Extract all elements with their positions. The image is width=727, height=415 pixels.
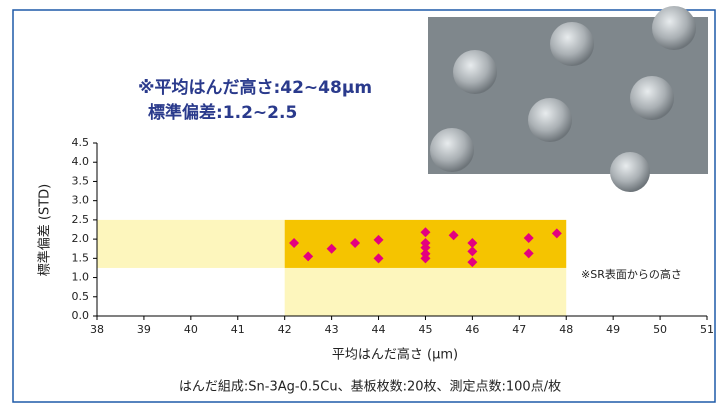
x-tick-label: 38 — [90, 323, 104, 336]
y-tick-label: 2.0 — [72, 232, 90, 245]
x-tick-label: 51 — [700, 323, 714, 336]
y-tick-label: 3.0 — [72, 194, 90, 207]
y-tick-label: 3.5 — [72, 174, 90, 187]
x-tick-label: 47 — [512, 323, 526, 336]
y-axis-label: 標準偏差 (STD) — [37, 184, 53, 276]
x-tick-label: 50 — [653, 323, 667, 336]
x-tick-label: 41 — [231, 323, 245, 336]
x-tick-label: 49 — [606, 323, 620, 336]
range-region — [97, 220, 285, 268]
y-tick-label: 1.0 — [72, 271, 90, 284]
annotation: 標準偏差:1.2~2.5 — [148, 102, 297, 123]
x-tick-label: 40 — [184, 323, 198, 336]
x-tick-label: 44 — [372, 323, 386, 336]
annotation: ※SR表面からの高さ — [581, 267, 682, 281]
photo — [428, 6, 708, 192]
x-tick-label: 43 — [325, 323, 339, 336]
caption: はんだ組成:Sn-3Ag-0.5Cu、基板枚数:20枚、測定点数:100点/枚 — [179, 380, 561, 395]
range-region — [285, 268, 567, 316]
y-tick-label: 0.5 — [72, 290, 90, 303]
y-tick-label: 4.0 — [72, 155, 90, 168]
x-tick-label: 39 — [137, 323, 151, 336]
y-tick-label: 1.5 — [72, 251, 90, 264]
x-tick-label: 46 — [465, 323, 479, 336]
x-axis-label: 平均はんだ高さ (μm) — [332, 347, 458, 363]
x-tick-label: 48 — [559, 323, 573, 336]
y-tick-label: 0.0 — [72, 309, 90, 322]
annotation: ※平均はんだ高さ:42~48μm — [138, 77, 372, 98]
x-tick-label: 42 — [278, 323, 292, 336]
y-tick-label: 2.5 — [72, 213, 90, 226]
chart: ※平均はんだ高さ:42~48μm 標準偏差:1.2~2.5 ※SR表面からの高さ… — [0, 0, 727, 411]
y-tick-label: 4.5 — [72, 136, 90, 149]
x-tick-label: 45 — [418, 323, 432, 336]
